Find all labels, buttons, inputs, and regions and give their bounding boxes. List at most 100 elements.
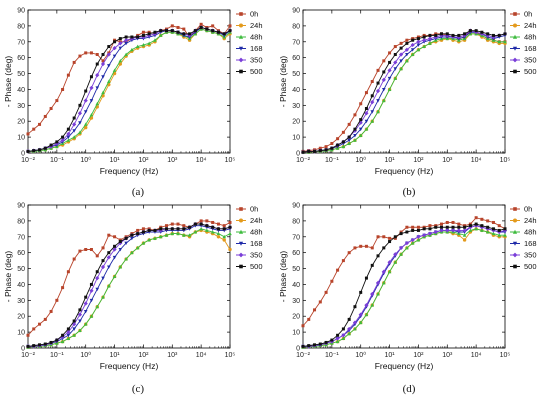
data-point [141,241,146,245]
y-tick-label: 20 [17,314,25,321]
chart-panel-d: 0 10 20 30 40 50 60 70 80 90 10⁻² 10⁻¹ 10⁰ 10¹ 10² 10³ 1… [278,203,537,396]
y-tick-label: 50 [17,71,25,78]
data-point [353,246,357,250]
legend-label: 0h [250,205,258,214]
x-tick-label: 10⁵ [225,157,236,164]
legend-label: 0h [250,10,258,19]
y-tick-label: 40 [292,87,300,94]
data-point [113,235,117,239]
y-tick-label: 50 [17,266,25,273]
data-point [427,231,433,236]
legend-marker [512,34,518,39]
data-point [376,292,380,296]
data-point [427,36,433,41]
data-point [66,333,71,338]
data-point [199,25,203,29]
data-point [72,135,76,139]
data-point [393,252,398,257]
legend-marker [239,207,243,211]
data-point [216,231,221,236]
data-point [405,230,409,234]
legend-marker [512,229,518,234]
data-point [118,240,122,244]
data-point [364,91,368,95]
data-point [38,343,42,347]
data-point [405,38,409,42]
data-point [347,326,352,332]
data-point [83,98,88,103]
legend-item: 500 [236,262,263,271]
data-point [411,38,415,42]
data-point [83,301,88,306]
data-point [141,230,145,234]
data-point [405,41,409,45]
data-point [451,225,455,229]
y-axis-label: - Phase (deg) [3,56,13,108]
panel-caption: (b) [403,186,416,198]
data-point [370,94,374,98]
data-point [55,140,59,144]
data-point [387,269,392,274]
data-point [468,225,473,230]
data-point [101,295,105,299]
y-tick-label: 20 [292,119,300,126]
data-point [176,231,180,236]
data-point [405,225,409,229]
data-point [78,103,82,107]
data-point [107,233,111,237]
data-point [457,33,461,37]
data-point [497,233,502,237]
legend-label: 24h [524,216,537,225]
data-point [78,121,82,125]
data-point [405,246,409,250]
data-point [503,32,507,36]
legend-label: 168 [250,239,263,248]
data-point [411,228,415,232]
data-point [170,227,174,231]
x-axis-label: Frequency (Hz) [375,361,434,371]
data-point [107,79,111,83]
data-point [89,85,94,90]
data-point [307,344,311,348]
data-point [318,149,322,153]
legend-label: 500 [250,67,263,76]
data-point [158,234,163,239]
y-tick-label: 20 [292,314,300,321]
legend-label: 168 [524,239,537,248]
data-point [193,29,197,33]
data-point [112,247,117,252]
data-point [147,41,151,45]
legend-item: 168 [510,44,537,53]
x-tick-label: 10⁵ [500,352,511,359]
data-point [89,75,93,79]
legend-item: 0h [236,10,258,19]
data-point [428,224,432,228]
data-point [410,42,415,48]
legend-item: 24h [510,216,537,225]
data-point [182,227,186,231]
data-point [176,227,180,231]
legend-item: 24h [510,21,537,30]
data-point [66,327,70,331]
series-500 [301,222,507,348]
x-tick-label: 10¹ [385,157,396,164]
data-point [89,288,94,293]
x-tick-label: 10⁻¹ [325,352,339,359]
data-point [370,119,375,123]
data-point [497,224,501,228]
data-point [301,324,305,328]
data-point [205,27,209,31]
y-tick-label: 70 [292,234,300,241]
data-point [135,44,140,49]
y-tick-label: 0 [21,151,25,158]
data-point [72,116,76,120]
data-point [480,217,484,221]
legend-marker [238,252,244,258]
data-point [341,140,345,144]
legend-marker [238,229,244,234]
data-point [445,32,449,36]
data-point [353,127,357,131]
data-point [364,312,369,317]
data-point [388,240,392,244]
data-point [440,225,444,229]
